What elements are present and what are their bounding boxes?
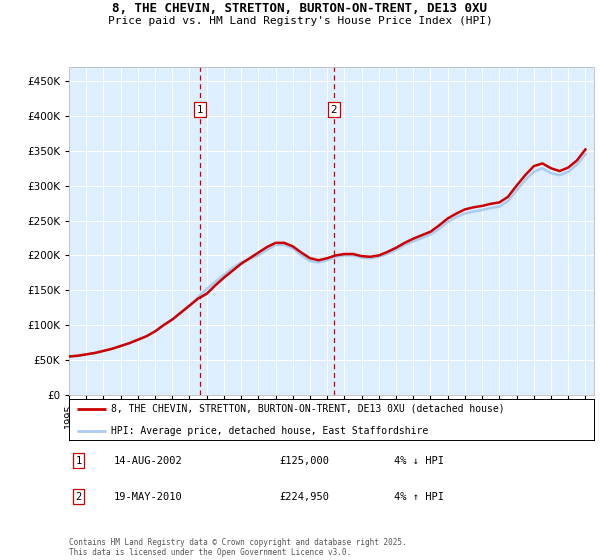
Text: Contains HM Land Registry data © Crown copyright and database right 2025.
This d: Contains HM Land Registry data © Crown c… (69, 538, 407, 557)
Text: 2: 2 (331, 105, 337, 115)
Text: 14-AUG-2002: 14-AUG-2002 (113, 455, 182, 465)
Text: 4% ↑ HPI: 4% ↑ HPI (395, 492, 445, 502)
Text: Price paid vs. HM Land Registry's House Price Index (HPI): Price paid vs. HM Land Registry's House … (107, 16, 493, 26)
Text: 1: 1 (197, 105, 203, 115)
Text: 8, THE CHEVIN, STRETTON, BURTON-ON-TRENT, DE13 0XU: 8, THE CHEVIN, STRETTON, BURTON-ON-TRENT… (113, 2, 487, 15)
Text: £224,950: £224,950 (279, 492, 329, 502)
Text: HPI: Average price, detached house, East Staffordshire: HPI: Average price, detached house, East… (111, 426, 428, 436)
Text: 19-MAY-2010: 19-MAY-2010 (113, 492, 182, 502)
Text: 2: 2 (76, 492, 82, 502)
Text: £125,000: £125,000 (279, 455, 329, 465)
Text: 8, THE CHEVIN, STRETTON, BURTON-ON-TRENT, DE13 0XU (detached house): 8, THE CHEVIN, STRETTON, BURTON-ON-TRENT… (111, 404, 505, 414)
Text: 1: 1 (76, 455, 82, 465)
Text: 4% ↓ HPI: 4% ↓ HPI (395, 455, 445, 465)
